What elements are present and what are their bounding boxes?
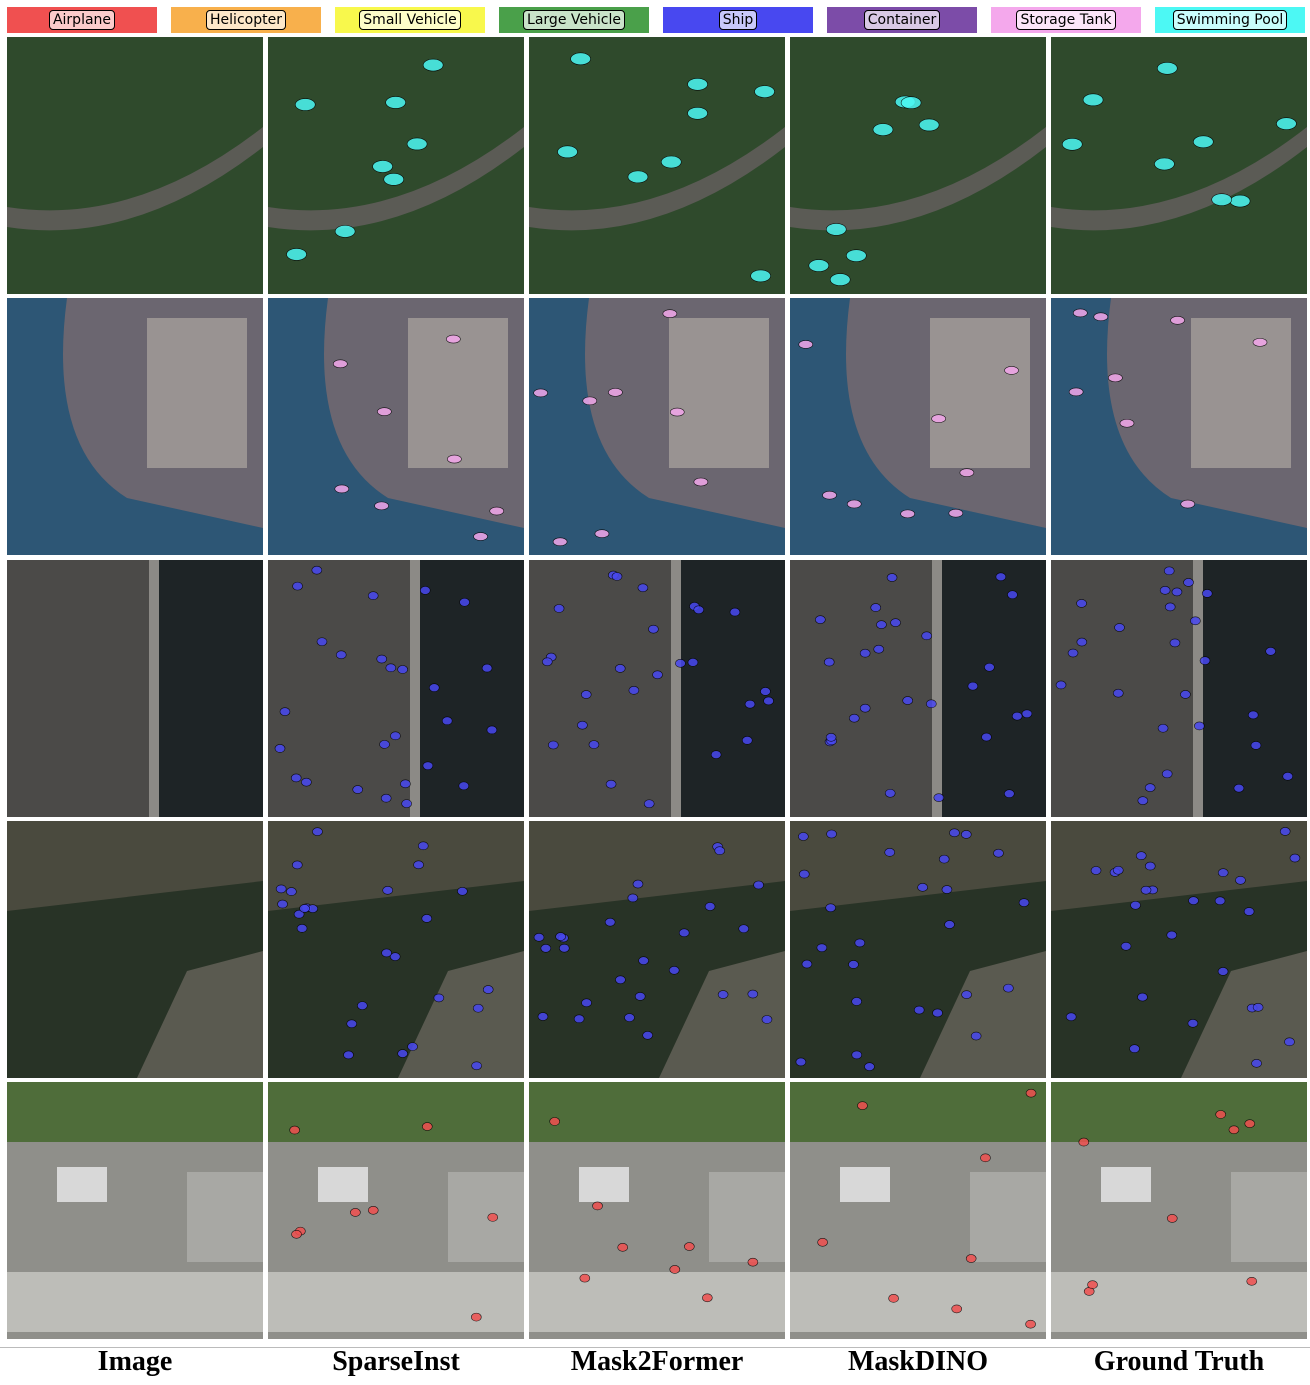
legend-item: Large Vehicle <box>499 7 649 33</box>
legend-label: Small Vehicle <box>359 10 461 30</box>
image-tile <box>268 821 524 1078</box>
legend-item: Swimming Pool <box>1155 7 1305 33</box>
image-tile <box>7 298 263 555</box>
aerial-image <box>7 560 263 817</box>
image-tile <box>268 37 524 294</box>
aerial-image <box>7 37 263 294</box>
column-label: Image <box>97 1346 173 1377</box>
aerial-image <box>790 1082 1046 1339</box>
legend-item: Helicopter <box>171 7 321 33</box>
image-tile <box>268 560 524 817</box>
image-tile <box>1051 1082 1307 1339</box>
aerial-image <box>529 37 785 294</box>
aerial-image <box>1051 298 1307 555</box>
aerial-image <box>7 298 263 555</box>
legend-item: Ship <box>663 7 813 33</box>
image-tile <box>1051 37 1307 294</box>
legend-label: Helicopter <box>206 10 286 30</box>
legend: Airplane Helicopter Small Vehicle Large Veh… <box>0 7 1310 33</box>
image-tile <box>7 37 263 294</box>
legend-label: Container <box>863 10 941 30</box>
aerial-image <box>529 560 785 817</box>
aerial-image <box>529 298 785 555</box>
image-tile <box>1051 560 1307 817</box>
aerial-image <box>529 1082 785 1339</box>
image-tile <box>790 37 1046 294</box>
image-tile <box>1051 298 1307 555</box>
aerial-image <box>790 560 1046 817</box>
column-label: Mask2Former <box>570 1346 744 1377</box>
image-tile <box>268 1082 524 1339</box>
legend-label: Swimming Pool <box>1172 10 1288 30</box>
aerial-image <box>7 821 263 1078</box>
image-tile <box>268 298 524 555</box>
aerial-image <box>790 821 1046 1078</box>
image-tile <box>7 821 263 1078</box>
image-tile <box>529 560 785 817</box>
aerial-image <box>1051 821 1307 1078</box>
divider <box>0 1347 1310 1348</box>
aerial-image <box>7 1082 263 1339</box>
aerial-image <box>268 1082 524 1339</box>
image-tile <box>529 1082 785 1339</box>
legend-label: Ship <box>718 10 758 30</box>
aerial-image <box>1051 37 1307 294</box>
column-label: MaskDINO <box>847 1346 988 1377</box>
legend-item: Container <box>827 7 977 33</box>
aerial-image <box>1051 1082 1307 1339</box>
aerial-image <box>268 298 524 555</box>
image-tile <box>790 1082 1046 1339</box>
image-tile <box>529 821 785 1078</box>
image-tile <box>790 298 1046 555</box>
legend-label: Airplane <box>48 10 116 30</box>
column-label: SparseInst <box>332 1346 460 1377</box>
legend-item: Storage Tank <box>991 7 1141 33</box>
aerial-image <box>268 560 524 817</box>
image-tile <box>790 560 1046 817</box>
image-tile <box>529 298 785 555</box>
image-tile <box>529 37 785 294</box>
legend-label: Large Vehicle <box>523 10 625 30</box>
legend-label: Storage Tank <box>1016 10 1116 30</box>
image-tile <box>790 821 1046 1078</box>
aerial-image <box>268 37 524 294</box>
legend-item: Airplane <box>7 7 157 33</box>
aerial-image <box>268 821 524 1078</box>
image-tile <box>1051 821 1307 1078</box>
aerial-image <box>1051 560 1307 817</box>
aerial-image <box>790 298 1046 555</box>
aerial-image <box>790 37 1046 294</box>
image-tile <box>7 1082 263 1339</box>
column-label: Ground Truth <box>1093 1346 1265 1377</box>
image-tile <box>7 560 263 817</box>
legend-item: Small Vehicle <box>335 7 485 33</box>
aerial-image <box>529 821 785 1078</box>
